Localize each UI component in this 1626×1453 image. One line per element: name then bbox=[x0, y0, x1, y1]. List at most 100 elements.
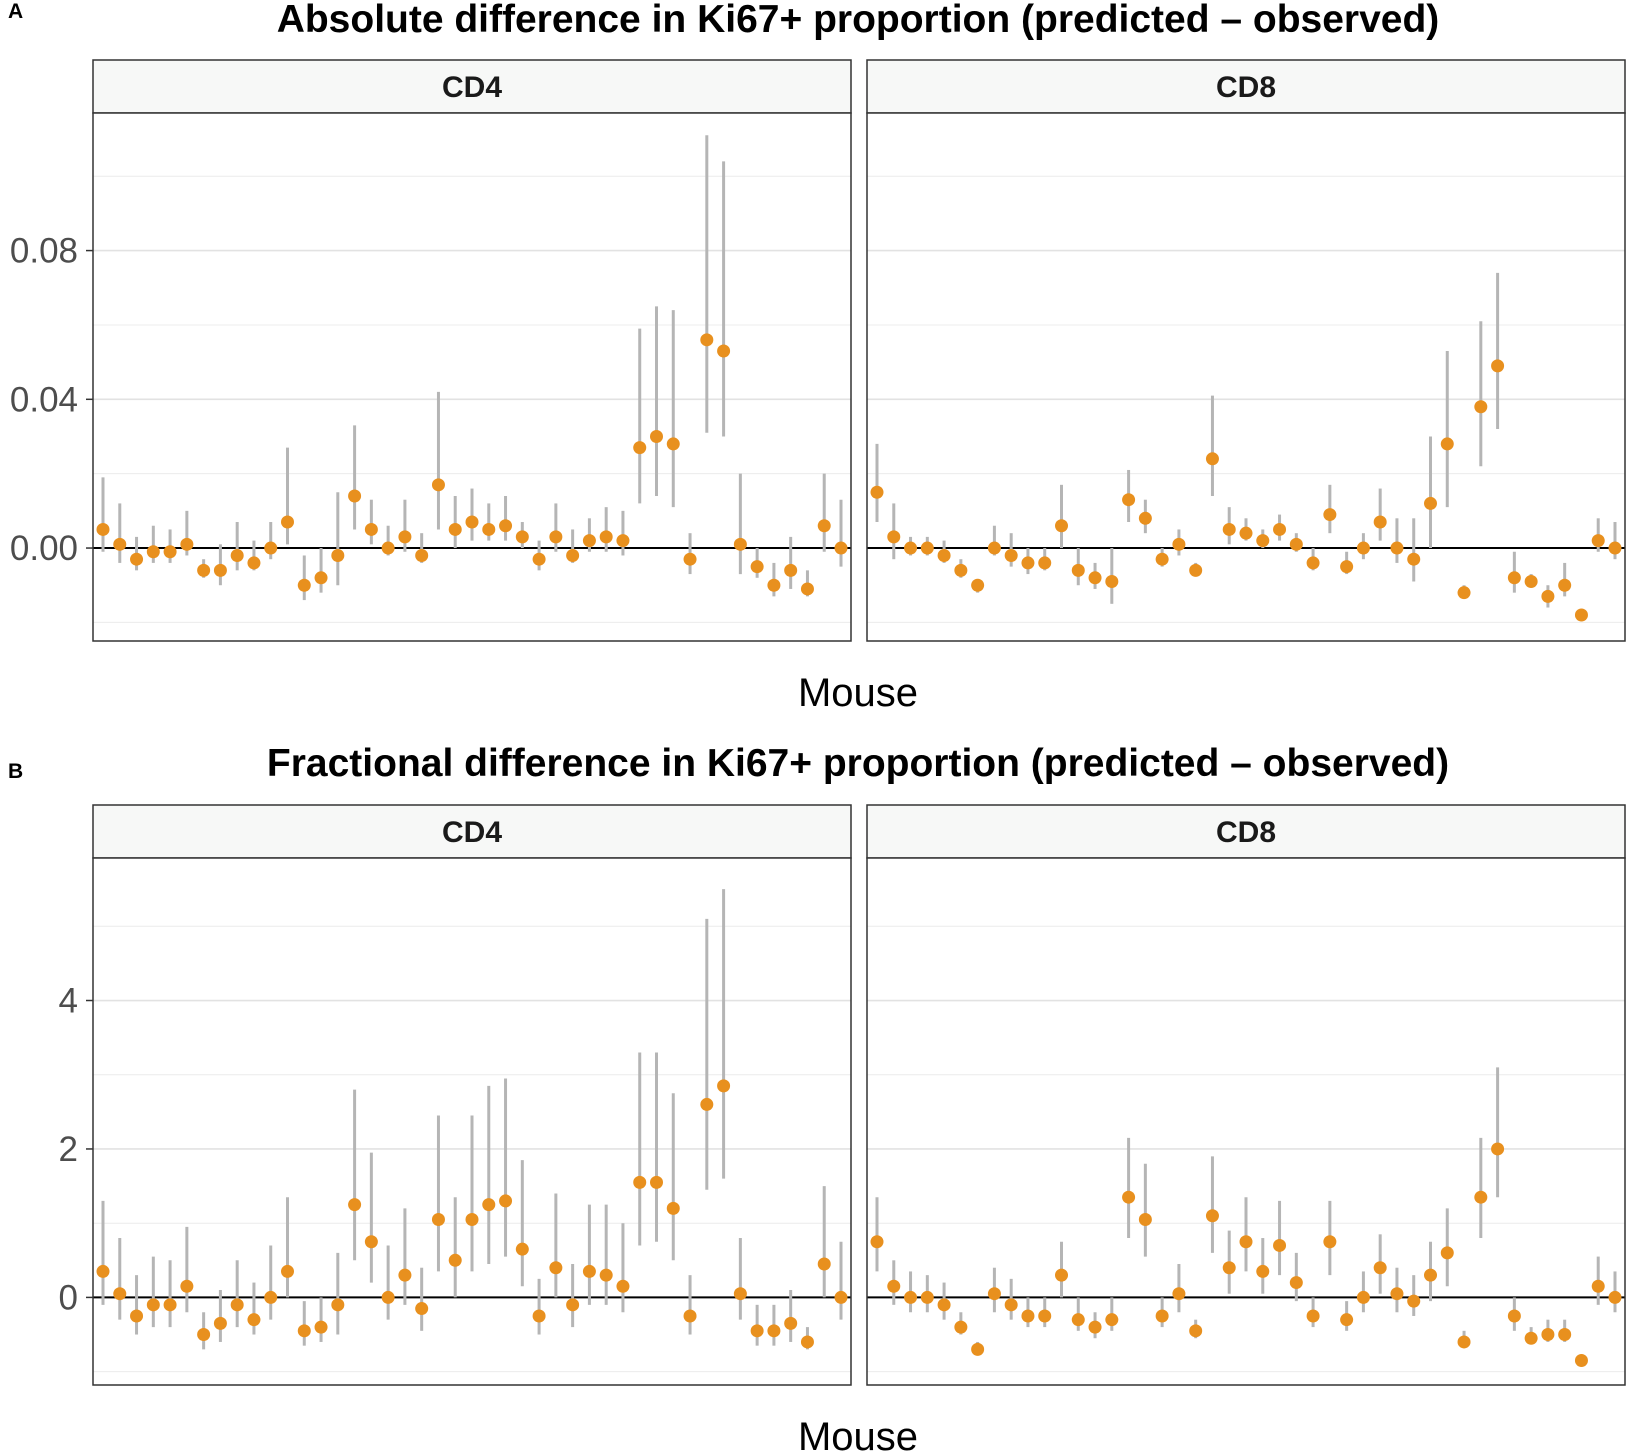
data-point-cd8-30 bbox=[1356, 541, 1370, 555]
data-point-cd4-17 bbox=[364, 1235, 378, 1249]
data-point-cd4-23 bbox=[465, 1212, 479, 1226]
data-point-cd4-29 bbox=[566, 548, 580, 562]
data-point-cd4-13 bbox=[297, 1324, 311, 1338]
data-point-cd8-39 bbox=[1507, 571, 1521, 585]
data-point-cd4-7 bbox=[197, 1328, 211, 1342]
strip-label-b-cd4: CD4 bbox=[442, 816, 502, 849]
data-point-cd8-11 bbox=[1038, 1309, 1052, 1323]
data-point-cd4-11 bbox=[264, 1290, 278, 1304]
data-point-cd8-36 bbox=[1457, 586, 1471, 600]
data-point-cd4-45 bbox=[834, 1290, 848, 1304]
data-point-cd4-9 bbox=[230, 1298, 244, 1312]
data-point-cd4-10 bbox=[247, 556, 261, 570]
data-point-cd8-16 bbox=[1122, 493, 1136, 507]
data-point-cd8-34 bbox=[1424, 496, 1437, 510]
data-point-cd8-8 bbox=[987, 1287, 1001, 1301]
data-point-cd8-20 bbox=[1189, 563, 1203, 577]
y-tick-label-a-2: 0.08 bbox=[10, 232, 78, 271]
panel-b: B Fractional difference in Ki67+ proport… bbox=[8, 742, 1626, 1453]
data-point-cd4-38 bbox=[717, 1079, 731, 1093]
data-point-cd4-21 bbox=[431, 478, 445, 492]
panel-letter-a: A bbox=[8, 0, 23, 23]
data-point-cd8-29 bbox=[1340, 1313, 1354, 1327]
data-point-cd4-10 bbox=[247, 1313, 261, 1327]
data-point-cd8-1 bbox=[870, 485, 884, 499]
data-point-cd4-7 bbox=[197, 563, 211, 577]
data-point-cd8-10 bbox=[1021, 1309, 1035, 1323]
data-point-cd8-40 bbox=[1524, 1331, 1538, 1345]
strip-b-cd8 bbox=[866, 804, 1626, 859]
data-point-cd4-3 bbox=[130, 552, 144, 566]
data-point-cd8-13 bbox=[1071, 563, 1085, 577]
data-point-cd8-13 bbox=[1071, 1313, 1085, 1327]
data-point-cd4-41 bbox=[767, 1324, 781, 1338]
data-point-cd4-37 bbox=[700, 1097, 714, 1111]
data-point-cd4-35 bbox=[666, 437, 680, 451]
data-point-cd4-27 bbox=[532, 1309, 546, 1323]
strip-a-cd4 bbox=[92, 59, 852, 114]
data-point-cd8-15 bbox=[1105, 1313, 1119, 1327]
data-point-cd8-30 bbox=[1356, 1290, 1370, 1304]
data-point-cd4-16 bbox=[348, 1198, 362, 1212]
data-point-cd8-2 bbox=[887, 1279, 901, 1293]
data-point-cd4-4 bbox=[146, 545, 160, 559]
data-point-cd8-44 bbox=[1591, 1279, 1605, 1293]
data-point-cd4-19 bbox=[398, 1268, 412, 1282]
data-point-cd8-26 bbox=[1289, 1276, 1303, 1290]
data-point-cd4-21 bbox=[431, 1212, 445, 1226]
data-point-cd4-24 bbox=[482, 1198, 496, 1212]
data-point-cd4-6 bbox=[180, 1279, 194, 1293]
data-point-cd8-25 bbox=[1273, 522, 1287, 536]
y-axis-b: 0 2 4 bbox=[59, 982, 93, 1317]
plot-bg-b-cd8 bbox=[867, 858, 1625, 1385]
data-point-cd4-32 bbox=[616, 1279, 630, 1293]
data-point-cd8-23 bbox=[1239, 1235, 1253, 1249]
data-point-cd4-13 bbox=[297, 578, 311, 592]
data-point-cd4-45 bbox=[834, 541, 848, 555]
data-point-cd8-43 bbox=[1574, 608, 1588, 622]
plot-bg-a-cd4 bbox=[93, 113, 851, 641]
plot-bg-a-cd8 bbox=[867, 113, 1625, 641]
strip-label-a-cd4: CD4 bbox=[442, 71, 502, 104]
data-point-cd8-38 bbox=[1491, 1142, 1505, 1156]
data-point-cd4-8 bbox=[213, 1316, 227, 1330]
facet-a-cd8: CD8 bbox=[866, 59, 1626, 642]
plot-border-b-cd8 bbox=[866, 857, 1626, 1386]
data-point-cd8-19 bbox=[1172, 537, 1186, 551]
data-point-cd4-44 bbox=[817, 519, 831, 533]
data-point-cd4-15 bbox=[331, 1298, 345, 1312]
data-point-cd4-27 bbox=[532, 552, 546, 566]
data-point-cd8-24 bbox=[1256, 534, 1270, 548]
data-point-cd8-22 bbox=[1222, 1261, 1236, 1275]
data-point-cd4-19 bbox=[398, 530, 412, 544]
panel-a-title: Absolute difference in Ki67+ proportion … bbox=[277, 0, 1440, 41]
data-point-cd4-33 bbox=[633, 441, 647, 455]
data-point-cd4-18 bbox=[381, 1290, 395, 1304]
data-point-cd8-28 bbox=[1323, 1235, 1337, 1249]
data-point-cd4-40 bbox=[750, 560, 764, 574]
data-point-cd4-32 bbox=[616, 534, 630, 548]
data-point-cd8-6 bbox=[954, 563, 968, 577]
y-axis-a: 0.00 0.04 0.08 bbox=[10, 232, 93, 568]
data-point-cd8-29 bbox=[1340, 560, 1354, 574]
y-tick-label-b-1: 2 bbox=[59, 1130, 78, 1169]
data-point-cd8-26 bbox=[1289, 537, 1303, 551]
data-point-cd4-39 bbox=[733, 537, 747, 551]
data-point-cd4-34 bbox=[650, 429, 663, 443]
data-point-cd4-2 bbox=[113, 1287, 127, 1301]
data-point-cd4-37 bbox=[700, 333, 714, 347]
data-point-cd8-17 bbox=[1138, 1212, 1152, 1226]
data-point-cd8-45 bbox=[1608, 541, 1622, 555]
data-point-cd8-12 bbox=[1055, 1268, 1068, 1282]
data-point-cd4-5 bbox=[163, 545, 177, 559]
data-point-cd8-35 bbox=[1440, 437, 1454, 451]
data-point-cd4-22 bbox=[448, 522, 462, 536]
data-point-cd8-41 bbox=[1541, 589, 1555, 603]
data-point-cd8-23 bbox=[1239, 526, 1253, 540]
data-point-cd8-27 bbox=[1306, 556, 1320, 570]
data-point-cd8-37 bbox=[1474, 1190, 1488, 1204]
data-point-cd4-14 bbox=[314, 1320, 328, 1334]
data-point-cd8-8 bbox=[987, 541, 1001, 555]
x-axis-label-a: Mouse bbox=[798, 671, 918, 715]
data-point-cd8-14 bbox=[1088, 1320, 1102, 1334]
